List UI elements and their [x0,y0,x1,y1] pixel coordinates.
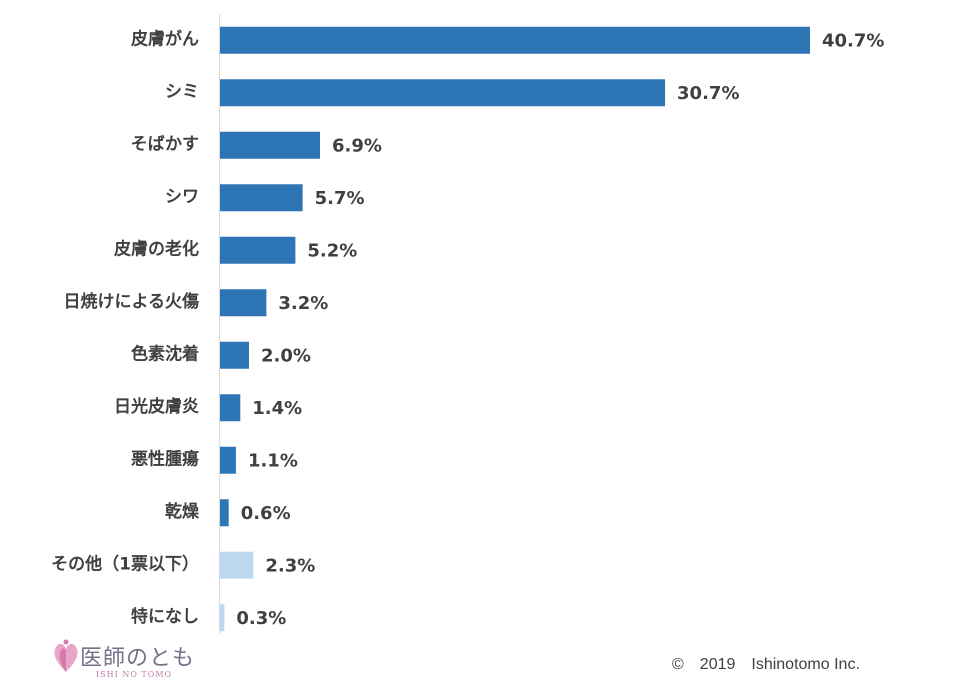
value-label: 1.1% [248,450,298,471]
value-label: 2.0% [261,345,311,366]
category-label: 日光皮膚炎 [114,396,199,417]
bar [220,551,254,579]
bar [220,79,666,107]
category-label: 色素沈着 [131,343,199,364]
category-label: そばかす [131,134,199,154]
ishinotomo-logo: 医師のとも ISHI NO TOMO [52,638,202,684]
category-label: 乾燥 [165,501,200,522]
category-label: 特になし [131,606,199,627]
value-label: 5.2% [307,240,357,261]
bar-chart: 皮膚がん 40.7% シミ 30.7% そばかす 6.9% シワ 5.7% 皮膚の老化 5.2% 日… [51,14,884,634]
value-label: 30.7% [677,83,739,104]
bar [220,26,810,54]
category-label: 悪性腫瘍 [131,448,199,469]
copyright-text: © 2019 Ishinotomo Inc. [672,656,860,673]
category-label: 皮膚がん [131,28,199,49]
value-label: 3.2% [278,293,328,314]
value-label: 2.3% [265,555,315,576]
bar [220,184,303,212]
category-label: その他（1票以下） [51,553,199,574]
value-label: 6.9% [332,135,382,156]
value-label: 0.3% [236,608,286,629]
bar [220,394,241,422]
bar [220,499,229,527]
category-label: 皮膚の老化 [114,238,199,259]
value-label: 40.7% [822,30,884,51]
logo-text: 医師のとも [80,646,196,671]
category-label: シワ [165,187,199,207]
bar [220,289,267,317]
category-label: シミ [165,82,199,102]
value-label: 0.6% [241,503,291,524]
bar [220,236,296,264]
bar [220,341,249,369]
value-label: 1.4% [252,398,302,419]
bar [220,604,225,632]
logo-subtext: ISHI NO TOMO [96,670,173,679]
bar [220,446,236,474]
value-label: 5.7% [315,188,365,209]
bar [220,131,321,159]
category-label: 日焼けによる火傷 [64,291,200,312]
heart-logo-icon [54,639,78,672]
